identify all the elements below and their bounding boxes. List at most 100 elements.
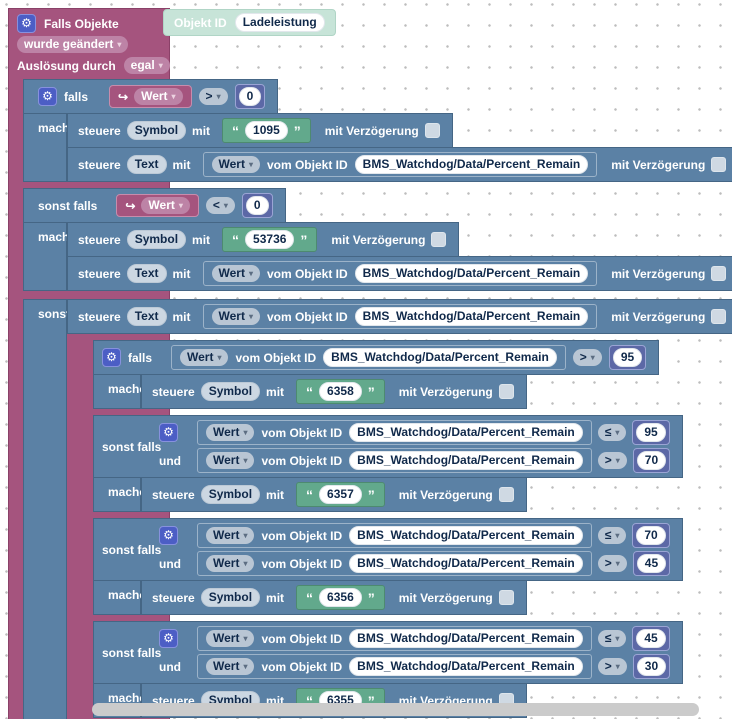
trigger-block-falls-objekte[interactable]: ⚙ Falls Objekte wurde geändert ▾ Auslösu… <box>8 8 732 719</box>
value-field[interactable]: 53736 <box>245 230 295 249</box>
value-field[interactable]: 1095 <box>245 121 288 140</box>
number-field[interactable]: 45 <box>636 629 666 648</box>
set-symbol-statement[interactable]: steuere Symbol mit “ 53736 ” mit Verzöge… <box>67 222 460 257</box>
objekt-id-block[interactable]: Objekt ID Ladeleistung <box>163 9 336 36</box>
number-block[interactable]: 30 <box>632 654 671 679</box>
object-id-field[interactable]: BMS_Watchdog/Data/Percent_Remain <box>349 629 583 648</box>
object-id-field[interactable]: BMS_Watchdog/Data/Percent_Remain <box>349 554 583 573</box>
delay-checkbox[interactable] <box>431 232 447 247</box>
operator-dropdown[interactable]: ≤ ▾ <box>597 424 627 441</box>
set-symbol-statement[interactable]: steuere Symbol mit “ 6357 ” mit <box>141 477 527 512</box>
number-block[interactable]: 45 <box>632 626 670 651</box>
operator-dropdown[interactable]: ≤ ▾ <box>597 630 627 647</box>
set-symbol-statement[interactable]: steuere Symbol mit “ 6356 ” mit <box>141 580 527 615</box>
object-id-field[interactable]: BMS_Watchdog/Data/Percent_Remain <box>323 348 557 367</box>
inner-elseif-clause-2[interactable]: sonst falls ⚙ Wert ▾ <box>93 518 684 581</box>
target-field[interactable]: Symbol <box>200 382 261 401</box>
logic-and-block[interactable]: ⚙ Wert ▾ vom Objekt ID BMS_Watchdog/Data… <box>159 626 671 679</box>
oid-value-block[interactable]: Wert ▾ vom Objekt ID BMS_Watchdog/Data/P… <box>197 626 592 651</box>
inner-if-clause[interactable]: ⚙ falls Wert ▾ vom Objekt ID BMS_Watchdo… <box>93 340 660 375</box>
object-id-field[interactable]: BMS_Watchdog/Data/Percent_Remain <box>354 307 589 326</box>
value-field[interactable]: 6357 <box>319 485 362 504</box>
oid-value-block[interactable]: Wert ▾ vom Objekt ID BMS_Watchdog/Data/P… <box>197 448 592 473</box>
oid-value-block[interactable]: Wert ▾ vom Objekt ID BMS_Watchdog/Data/P… <box>197 654 592 679</box>
trigger-value-block[interactable]: ↪ Wert ▾ <box>109 85 192 108</box>
text-value-block[interactable]: “ 1095 ” <box>222 118 311 143</box>
oid-value-block[interactable]: Wert ▾ vom Objekt ID BMS_Watchdog/Data/P… <box>202 152 598 177</box>
inner-elseif-clause-3[interactable]: sonst falls ⚙ Wert ▾ <box>93 621 684 684</box>
inner-elseif-clause-1[interactable]: sonst falls ⚙ Wert ▾ <box>93 415 684 478</box>
number-block[interactable]: 70 <box>632 523 670 548</box>
change-mode-dropdown[interactable]: wurde geändert ▾ <box>17 36 129 53</box>
ausloesung-dropdown[interactable]: egal ▾ <box>123 57 170 74</box>
wert-dropdown[interactable]: Wert ▾ <box>206 630 255 647</box>
outer-if-clause[interactable]: ⚙ falls ↪ Wert ▾ > ▾ 0 <box>23 79 279 114</box>
number-block[interactable]: 0 <box>234 84 266 109</box>
wert-dropdown[interactable]: Wert ▾ <box>211 265 260 282</box>
text-value-block[interactable]: “ 6356 ” <box>296 585 385 610</box>
object-id-field[interactable]: BMS_Watchdog/Data/Percent_Remain <box>354 264 589 283</box>
operator-dropdown[interactable]: > ▾ <box>198 88 228 105</box>
number-field[interactable]: 30 <box>636 657 667 676</box>
number-field[interactable]: 0 <box>245 196 269 215</box>
logic-and-block[interactable]: ⚙ Wert ▾ vom Objekt ID BMS_Watchdog/Data… <box>159 523 671 576</box>
delay-checkbox[interactable] <box>711 157 727 172</box>
wert-dropdown[interactable]: Wert ▾ <box>206 527 255 544</box>
number-field[interactable]: 45 <box>636 554 667 573</box>
number-block[interactable]: 45 <box>632 551 671 576</box>
operator-dropdown[interactable]: ≤ ▾ <box>597 527 627 544</box>
gear-icon[interactable]: ⚙ <box>159 526 178 545</box>
target-field[interactable]: Text <box>126 307 167 326</box>
wert-dropdown[interactable]: Wert ▾ <box>180 349 229 366</box>
outer-elseif-clause[interactable]: sonst falls ↪ Wert ▾ < ▾ 0 <box>23 188 286 223</box>
text-value-block[interactable]: “ 53736 ” <box>222 227 318 252</box>
number-field[interactable]: 95 <box>612 348 643 367</box>
delay-checkbox[interactable] <box>498 384 514 399</box>
object-id-field[interactable]: BMS_Watchdog/Data/Percent_Remain <box>354 155 589 174</box>
value-field[interactable]: 6356 <box>319 588 362 607</box>
oid-value-block[interactable]: Wert ▾ vom Objekt ID BMS_Watchdog/Data/P… <box>197 420 592 445</box>
wert-dropdown[interactable]: Wert ▾ <box>141 197 190 214</box>
objekt-id-field[interactable]: Ladeleistung <box>234 13 325 32</box>
number-field[interactable]: 0 <box>238 87 262 106</box>
object-id-field[interactable]: BMS_Watchdog/Data/Percent_Remain <box>349 657 583 676</box>
gear-icon[interactable]: ⚙ <box>17 14 36 33</box>
logic-and-block[interactable]: ⚙ Wert ▾ vom Objekt ID BMS_Watchdog/Data… <box>159 420 671 473</box>
number-block[interactable]: 0 <box>241 193 273 218</box>
wert-dropdown[interactable]: Wert ▾ <box>206 658 255 675</box>
wert-dropdown[interactable]: Wert ▾ <box>206 452 255 469</box>
number-block[interactable]: 70 <box>632 448 671 473</box>
gear-icon[interactable]: ⚙ <box>38 87 57 106</box>
gear-icon[interactable]: ⚙ <box>102 348 121 367</box>
oid-value-block[interactable]: Wert ▾ vom Objekt ID BMS_Watchdog/Data/P… <box>171 345 566 370</box>
operator-dropdown[interactable]: > ▾ <box>572 349 602 366</box>
trigger-value-block[interactable]: ↪ Wert ▾ <box>116 194 199 217</box>
delay-checkbox[interactable] <box>711 266 727 281</box>
set-text-statement[interactable]: steuere Text mit Wert ▾ vom Objekt ID BM… <box>67 256 732 291</box>
delay-checkbox[interactable] <box>711 309 727 324</box>
oid-value-block[interactable]: Wert ▾ vom Objekt ID BMS_Watchdog/Data/P… <box>197 523 592 548</box>
text-value-block[interactable]: “ 6358 ” <box>296 379 385 404</box>
oid-value-block[interactable]: Wert ▾ vom Objekt ID BMS_Watchdog/Data/P… <box>197 551 592 576</box>
wert-dropdown[interactable]: Wert ▾ <box>211 156 260 173</box>
target-field[interactable]: Symbol <box>126 121 187 140</box>
object-id-field[interactable]: BMS_Watchdog/Data/Percent_Remain <box>349 423 583 442</box>
inner-if-block[interactable]: ⚙ falls Wert ▾ vom Objekt ID BMS_Watchdo… <box>93 340 684 719</box>
wert-dropdown[interactable]: Wert ▾ <box>211 308 260 325</box>
delay-checkbox[interactable] <box>424 123 440 138</box>
operator-dropdown[interactable]: > ▾ <box>597 555 627 572</box>
target-field[interactable]: Symbol <box>126 230 187 249</box>
object-id-field[interactable]: BMS_Watchdog/Data/Percent_Remain <box>349 526 583 545</box>
number-block[interactable]: 95 <box>608 345 647 370</box>
number-field[interactable]: 70 <box>636 526 666 545</box>
delay-checkbox[interactable] <box>498 590 514 605</box>
operator-dropdown[interactable]: > ▾ <box>597 658 627 675</box>
number-field[interactable]: 70 <box>636 451 667 470</box>
outer-if-block[interactable]: ⚙ falls ↪ Wert ▾ > ▾ 0 <box>23 79 732 719</box>
wert-dropdown[interactable]: Wert ▾ <box>134 88 183 105</box>
oid-value-block[interactable]: Wert ▾ vom Objekt ID BMS_Watchdog/Data/P… <box>202 304 598 329</box>
gear-icon[interactable]: ⚙ <box>159 629 178 648</box>
target-field[interactable]: Text <box>126 264 167 283</box>
operator-dropdown[interactable]: > ▾ <box>597 452 627 469</box>
